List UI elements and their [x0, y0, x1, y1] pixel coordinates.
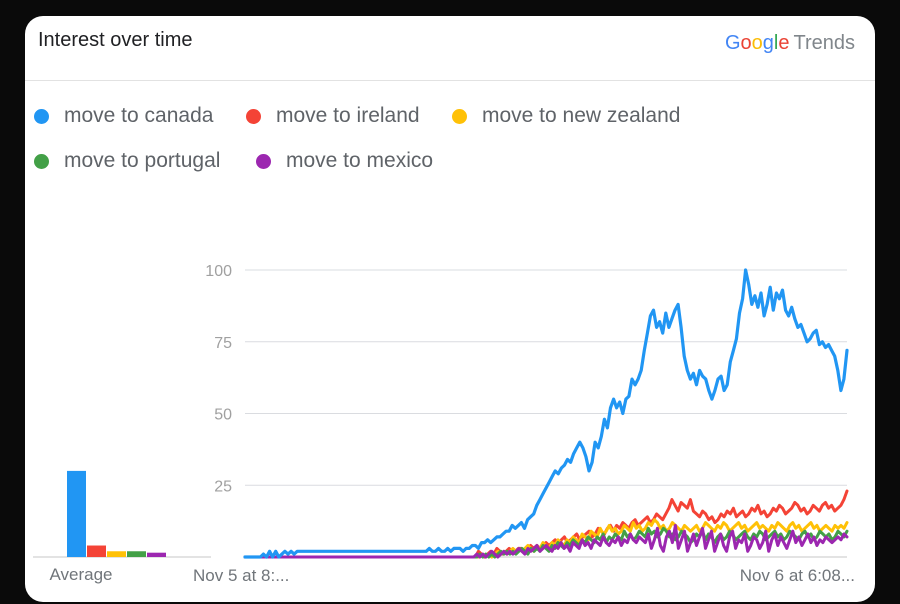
average-bar — [87, 545, 106, 557]
average-bars — [67, 470, 166, 557]
legend-dot-icon — [452, 108, 467, 124]
interest-over-time-chart: 100 75 50 25 Average Nov 5 at 8:... Nov 6 a… — [33, 263, 855, 585]
logo-product-name: Trends — [793, 32, 855, 54]
x-end-label: Nov 6 at 6:08... — [740, 566, 855, 585]
legend-item-ireland[interactable]: move to ireland — [246, 104, 420, 128]
legend-dot-icon — [256, 153, 271, 169]
legend-label: move to portugal — [64, 149, 221, 172]
y-axis-ticks: 100 75 50 25 — [205, 263, 232, 495]
legend-item-new-zealand[interactable]: move to new zealand — [452, 104, 680, 128]
series-line-move-to-canada — [243, 268, 849, 559]
google-trends-logo: Google Trends — [725, 32, 855, 55]
logo-letter: l — [773, 32, 779, 54]
logo-letter: e — [778, 32, 790, 54]
average-bar — [107, 551, 126, 557]
logo-letter: o — [740, 32, 752, 54]
legend-item-portugal[interactable]: move to portugal — [34, 149, 220, 173]
logo-letter: o — [751, 32, 763, 54]
average-bar — [127, 551, 146, 557]
legend-dot-icon — [34, 153, 49, 169]
y-tick-label: 50 — [214, 407, 232, 424]
legend-label: move to canada — [64, 104, 214, 127]
logo-letter: g — [762, 32, 774, 54]
legend-label: move to ireland — [276, 104, 420, 127]
card-header: Interest over time Google Trends — [25, 16, 875, 81]
legend-item-canada[interactable]: move to canada — [34, 104, 213, 128]
card-title: Interest over time — [38, 29, 193, 51]
y-tick-label: 100 — [205, 263, 232, 280]
legend-label: move to mexico — [286, 149, 434, 172]
legend-dot-icon — [246, 108, 261, 124]
legend-dot-icon — [34, 108, 49, 124]
x-start-label: Nov 5 at 8:... — [193, 566, 289, 585]
y-tick-label: 25 — [214, 478, 232, 495]
average-bar — [147, 552, 166, 557]
average-label: Average — [49, 565, 112, 584]
y-tick-label: 75 — [214, 335, 232, 352]
series-line-move-to-mexico — [243, 523, 849, 559]
legend-item-mexico[interactable]: move to mexico — [256, 149, 433, 173]
trends-card: Interest over time Google Trends move to … — [25, 16, 875, 602]
series-lines — [243, 268, 849, 559]
average-bar — [67, 470, 86, 557]
logo-letter: G — [724, 32, 741, 54]
legend-label: move to new zealand — [482, 104, 681, 127]
